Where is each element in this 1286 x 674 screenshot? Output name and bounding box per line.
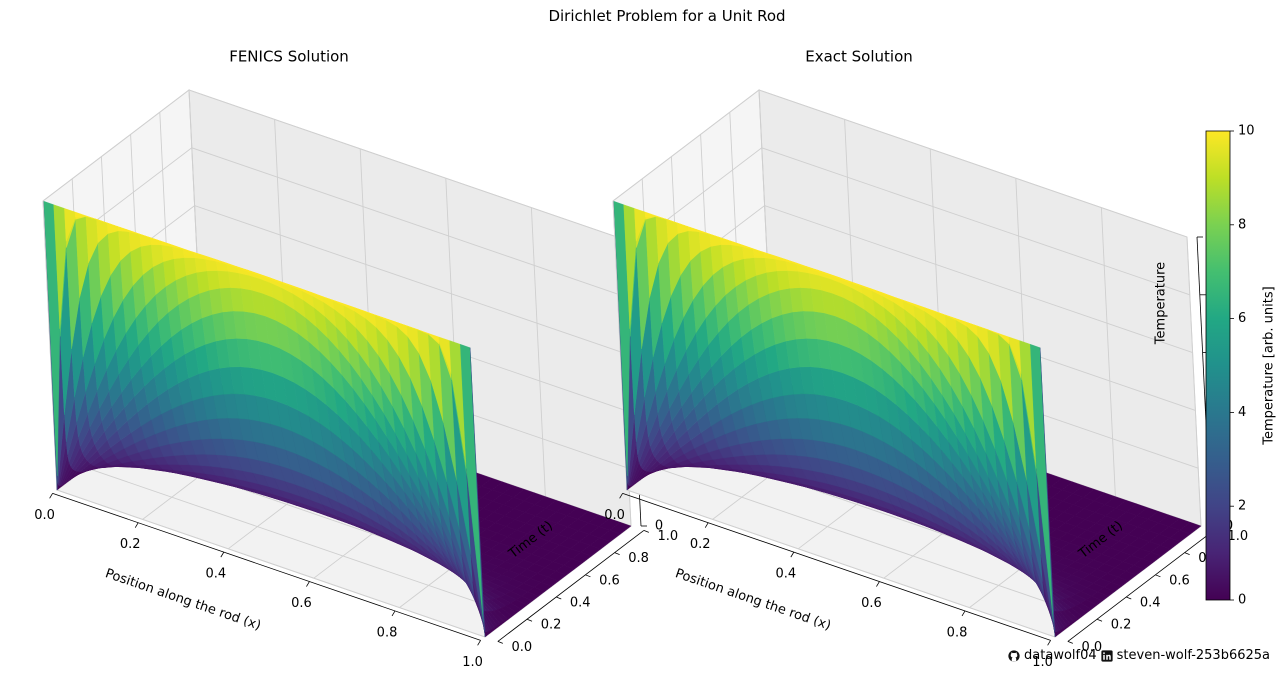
y-tick-label: 0.4 — [570, 596, 591, 611]
x-tick-mark — [704, 522, 709, 528]
z-tick-label: 0 — [655, 519, 663, 534]
y-tick-label: 0.0 — [1081, 640, 1102, 655]
x-tick-mark — [306, 581, 310, 587]
colorbar-gradient — [1205, 130, 1231, 601]
x-tick-label: 1.0 — [462, 655, 483, 670]
x-tick-label: 0.4 — [775, 567, 796, 582]
x-tick-label: 0.0 — [34, 508, 55, 523]
x-tick-mark — [391, 610, 396, 617]
x-tick-mark — [49, 493, 53, 499]
linkedin-icon — [1101, 649, 1113, 662]
x-tick-label: 0.6 — [291, 596, 312, 611]
x-tick-label: 0.8 — [947, 625, 968, 640]
x-tick-mark — [1047, 640, 1051, 646]
colorbar-tick-label: 8 — [1238, 217, 1246, 232]
surface — [613, 201, 1202, 638]
x-tick-label: 0.2 — [690, 537, 711, 552]
y-axis-line — [497, 530, 645, 642]
github-handle: datawolf04 — [1024, 648, 1097, 663]
x-tick-mark — [134, 522, 139, 528]
x-tick-label: 0.4 — [205, 567, 226, 582]
y-tick-label: 0.6 — [1169, 573, 1190, 588]
x-tick-label: 0.0 — [604, 508, 625, 523]
linkedin-handle: steven-wolf-253b6625a — [1116, 648, 1270, 663]
colorbar-tick-label: 10 — [1238, 124, 1255, 139]
y-tick-label: 0.0 — [511, 640, 532, 655]
y-tick-mark — [1184, 552, 1190, 555]
y-tick-mark — [643, 530, 649, 533]
x-tick-label: 0.6 — [861, 596, 882, 611]
y-tick-mark — [526, 618, 533, 622]
surface-facet — [754, 257, 767, 276]
surface-facet — [731, 244, 745, 262]
y-tick-label: 0.4 — [1140, 596, 1161, 611]
surface-facet — [469, 347, 486, 638]
y-tick-mark — [1067, 641, 1073, 644]
fenics-solution-subplot: FENICS Solution 0.0 0.0 0.2 0.2 0.4 0.4 0.6 0.6 0… — [34, 48, 678, 670]
x-tick-label: 0.8 — [377, 625, 398, 640]
y-tick-mark — [1096, 618, 1103, 622]
credits: datawolf04 steven-wolf-253b6625a — [1008, 648, 1270, 663]
colorbar-label: Temperature [arb. units] — [1262, 286, 1277, 445]
surface-facet — [161, 244, 175, 262]
surface-facet — [184, 257, 197, 276]
subplot-title: Exact Solution — [805, 48, 913, 66]
y-tick-mark — [1126, 596, 1132, 600]
y-tick-mark — [1155, 574, 1161, 578]
y-tick-label: 1.0 — [1227, 529, 1248, 544]
figure-title: Dirichlet Problem for a Unit Rod — [548, 7, 786, 25]
colorbar: 0 2 4 6 8 10 Temperature [arb. units] — [1205, 124, 1277, 608]
y-tick-mark — [614, 552, 620, 555]
surface — [43, 201, 632, 638]
subplot-title: FENICS Solution — [229, 48, 349, 66]
exact-solution-subplot: Exact Solution 0.0 0.0 0.2 0.2 0.4 0.4 0.6 0.6 0.… — [604, 48, 1248, 670]
colorbar-tick-label: 2 — [1238, 499, 1246, 514]
y-tick-mark — [585, 574, 591, 578]
colorbar-tick-label: 0 — [1238, 593, 1246, 608]
y-tick-label: 0.8 — [628, 551, 649, 566]
x-tick-mark — [477, 640, 481, 646]
github-icon — [1008, 649, 1020, 662]
x-axis-line — [52, 492, 481, 641]
x-tick-mark — [876, 581, 880, 587]
x-tick-mark — [619, 493, 623, 499]
x-axis-label: Position along the rod (x) — [103, 566, 263, 633]
y-tick-label: 0.2 — [1111, 618, 1132, 633]
y-tick-label: 0.2 — [541, 618, 562, 633]
x-tick-mark — [220, 551, 225, 558]
y-tick-label: 0.6 — [599, 573, 620, 588]
x-axis-label: Position along the rod (x) — [673, 566, 833, 633]
y-tick-mark — [556, 596, 562, 600]
y-tick-mark — [497, 641, 503, 644]
y-tick-label: 1.0 — [657, 529, 678, 544]
x-axis-line — [622, 492, 1051, 641]
x-tick-mark — [961, 610, 966, 617]
x-tick-label: 1.0 — [1032, 655, 1053, 670]
x-tick-label: 0.2 — [120, 537, 141, 552]
x-tick-mark — [790, 551, 795, 558]
surface-facet — [1039, 347, 1056, 638]
colorbar-tick-label: 4 — [1238, 405, 1246, 420]
y-axis-line — [1067, 530, 1215, 642]
z-axis-label: Temperature — [1154, 262, 1169, 345]
colorbar-tick-label: 6 — [1238, 311, 1246, 326]
